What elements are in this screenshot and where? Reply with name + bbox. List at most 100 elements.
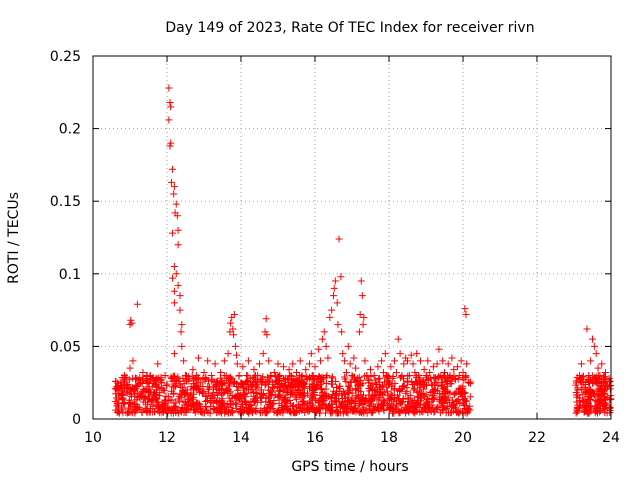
data-point [430, 408, 438, 416]
data-point [396, 407, 404, 415]
data-point [388, 396, 396, 404]
data-point [275, 391, 283, 399]
data-point [399, 395, 407, 403]
data-point [417, 395, 425, 403]
data-point [398, 371, 406, 379]
data-point [266, 398, 274, 406]
data-point [252, 389, 260, 397]
data-point [334, 409, 342, 417]
data-point [428, 380, 436, 388]
data-point [336, 382, 344, 390]
data-point [411, 385, 419, 393]
data-point [193, 371, 201, 379]
data-point [178, 321, 186, 329]
data-point [302, 366, 310, 374]
data-point [228, 375, 236, 383]
data-point [430, 394, 438, 402]
data-point [452, 374, 460, 382]
data-point [268, 400, 276, 408]
data-point [328, 306, 336, 314]
data-point [401, 409, 409, 417]
data-point [459, 369, 467, 377]
data-point [367, 373, 375, 381]
data-point [438, 380, 446, 388]
data-point [460, 389, 468, 397]
data-point [213, 398, 221, 406]
data-point [217, 369, 225, 377]
data-point [579, 396, 587, 404]
data-point [294, 386, 302, 394]
data-point [409, 360, 417, 368]
data-point [395, 400, 403, 408]
data-point [404, 395, 412, 403]
data-point [167, 103, 175, 111]
data-point [274, 360, 282, 368]
data-point [232, 400, 240, 408]
data-point [141, 386, 149, 394]
data-point [278, 402, 286, 410]
data-point [318, 335, 326, 343]
data-point [230, 331, 238, 339]
data-point [239, 409, 247, 417]
data-point [176, 407, 184, 415]
data-point [339, 350, 347, 358]
data-point [242, 399, 250, 407]
data-point [296, 357, 304, 365]
x-tick-label: 24 [602, 430, 620, 446]
data-point [202, 374, 210, 382]
data-point [413, 350, 421, 358]
data-point [204, 396, 212, 404]
data-point [582, 388, 590, 396]
data-point [219, 380, 226, 388]
data-point [284, 389, 292, 397]
data-point [281, 374, 289, 382]
data-point [259, 350, 267, 358]
data-point [174, 281, 182, 289]
data-point [135, 380, 143, 388]
data-point [391, 379, 399, 387]
data-point [462, 310, 470, 318]
data-point [594, 364, 602, 372]
data-point [345, 398, 353, 406]
data-point [592, 374, 600, 382]
data-point [389, 374, 397, 382]
data-point [403, 401, 411, 409]
data-point [113, 408, 121, 416]
data-point [130, 386, 138, 394]
data-point [368, 386, 376, 394]
data-point [228, 407, 236, 415]
data-point [372, 380, 380, 388]
data-point [232, 392, 240, 400]
x-tick-label: 16 [306, 430, 324, 446]
data-point [442, 377, 450, 385]
data-point [573, 398, 581, 406]
data-point [227, 319, 235, 327]
data-point [448, 354, 456, 362]
data-point [274, 392, 282, 400]
data-point [430, 396, 438, 404]
data-point [579, 379, 587, 387]
y-tick-label: 0.25 [50, 49, 81, 65]
data-point [170, 263, 178, 271]
data-point [588, 390, 596, 398]
data-point [366, 405, 374, 413]
data-point [429, 363, 437, 371]
data-point [314, 399, 322, 407]
data-point [167, 139, 175, 147]
data-point [462, 374, 470, 382]
data-point [156, 409, 164, 417]
data-point [420, 385, 428, 393]
data-point [116, 382, 124, 390]
data-point [154, 407, 162, 415]
data-point [410, 409, 418, 417]
data-point [265, 386, 272, 394]
data-point [587, 402, 595, 410]
data-point [165, 84, 173, 92]
y-tick-label: 0.2 [59, 122, 81, 138]
data-point [154, 360, 162, 368]
data-point [376, 394, 384, 402]
data-point [148, 396, 156, 404]
data-point [191, 383, 199, 391]
data-point [267, 371, 275, 379]
data-point [176, 397, 184, 405]
